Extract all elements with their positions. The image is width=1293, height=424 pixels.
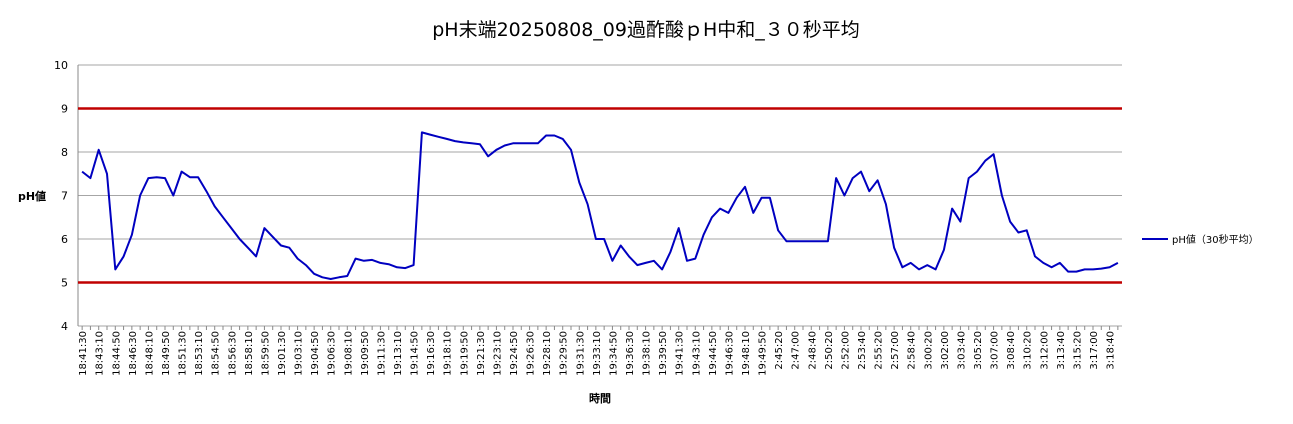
x-tick-label: 3:00:20 (923, 331, 934, 370)
x-tick-label: 18:59:50 (260, 331, 271, 376)
x-tick-label: 19:14:50 (410, 331, 421, 376)
x-tick-label: 3:02:00 (940, 331, 951, 370)
y-tick-label: 10 (54, 59, 68, 72)
x-tick-label: 19:24:50 (509, 331, 520, 376)
x-tick-label: 3:05:20 (973, 331, 984, 370)
x-tick-label: 19:33:10 (592, 331, 603, 376)
x-tick-label: 19:04:50 (310, 331, 321, 376)
x-tick-label: 3:17:00 (1089, 331, 1100, 370)
x-tick-label: 19:09:50 (360, 331, 371, 376)
legend-label: pH値（30秒平均） (1172, 233, 1259, 246)
x-tick-label: 18:56:30 (227, 331, 238, 376)
x-tick-label: 19:29:50 (559, 331, 570, 376)
x-tick-label: 19:31:30 (575, 331, 586, 376)
x-tick-label: 2:52:00 (840, 331, 851, 370)
x-tick-label: 18:58:10 (244, 331, 255, 376)
x-tick-label: 19:06:30 (327, 331, 338, 376)
x-tick-label: 19:21:30 (476, 331, 487, 376)
x-tick-label: 19:11:30 (376, 331, 387, 376)
x-tick-label: 19:26:30 (526, 331, 537, 376)
x-tick-label: 18:53:10 (194, 331, 205, 376)
x-tick-label: 2:57:00 (890, 331, 901, 370)
x-tick-label: 18:49:50 (161, 331, 172, 376)
x-tick-label: 19:19:50 (459, 331, 470, 376)
x-tick-label: 3:07:00 (990, 331, 1001, 370)
x-tick-label: 19:43:10 (691, 331, 702, 376)
data-line (81, 131, 1119, 280)
y-tick-label: 5 (61, 277, 68, 290)
x-tick-label: 3:10:20 (1023, 331, 1034, 370)
y-tick-label: 9 (61, 103, 68, 116)
x-tick-label: 19:41:30 (675, 331, 686, 376)
x-tick-label: 18:44:50 (111, 331, 122, 376)
y-tick-label: 8 (61, 146, 68, 159)
x-tick-label: 2:58:40 (907, 331, 918, 370)
x-tick-label: 2:47:00 (791, 331, 802, 370)
x-tick-label: 3:12:00 (1039, 331, 1050, 370)
x-tick-label: 19:28:10 (542, 331, 553, 376)
x-tick-label: 19:46:30 (724, 331, 735, 376)
x-tick-label: 2:48:40 (807, 331, 818, 370)
x-tick-label: 18:48:10 (144, 331, 155, 376)
x-tick-label: 19:36:30 (625, 331, 636, 376)
x-tick-label: 18:43:10 (95, 331, 106, 376)
chart-title: pH末端20250808_09過酢酸ｐH中和_３０秒平均 (432, 19, 860, 41)
x-tick-label: 19:23:10 (492, 331, 503, 376)
x-tick-label: 2:55:20 (874, 331, 885, 370)
x-tick-label: 19:01:30 (277, 331, 288, 376)
x-tick-label: 19:03:10 (294, 331, 305, 376)
x-tick-label: 19:49:50 (758, 331, 769, 376)
x-tick-label: 3:13:40 (1056, 331, 1067, 370)
x-axis-label: 時間 (589, 391, 611, 405)
x-tick-label: 19:16:30 (426, 331, 437, 376)
x-tick-label: 3:15:20 (1072, 331, 1083, 370)
x-tick-label: 19:08:10 (343, 331, 354, 376)
x-tick-label: 3:08:40 (1006, 331, 1017, 370)
x-tick-label: 3:18:40 (1106, 331, 1117, 370)
x-tick-label: 18:54:50 (211, 331, 222, 376)
x-tick-label: 19:34:50 (608, 331, 619, 376)
x-tick-label: 19:18:10 (443, 331, 454, 376)
x-tick-label: 2:45:20 (774, 331, 785, 370)
x-tick-label: 3:03:40 (956, 331, 967, 370)
y-tick-label: 6 (61, 233, 68, 246)
x-tick-label: 19:39:50 (658, 331, 669, 376)
x-tick-label: 18:46:30 (128, 331, 139, 376)
x-tick-label: 19:13:10 (393, 331, 404, 376)
x-tick-label: 2:53:40 (857, 331, 868, 370)
y-tick-label: 4 (61, 320, 68, 333)
x-tick-label: 19:44:50 (708, 331, 719, 376)
x-tick-label: 18:41:30 (78, 331, 89, 376)
x-tick-label: 18:51:30 (178, 331, 189, 376)
x-tick-label: 19:48:10 (741, 331, 752, 376)
y-tick-label: 7 (61, 190, 68, 203)
x-tick-label: 2:50:20 (824, 331, 835, 370)
y-axis-label: pH値 (18, 189, 46, 203)
x-tick-label: 19:38:10 (642, 331, 653, 376)
